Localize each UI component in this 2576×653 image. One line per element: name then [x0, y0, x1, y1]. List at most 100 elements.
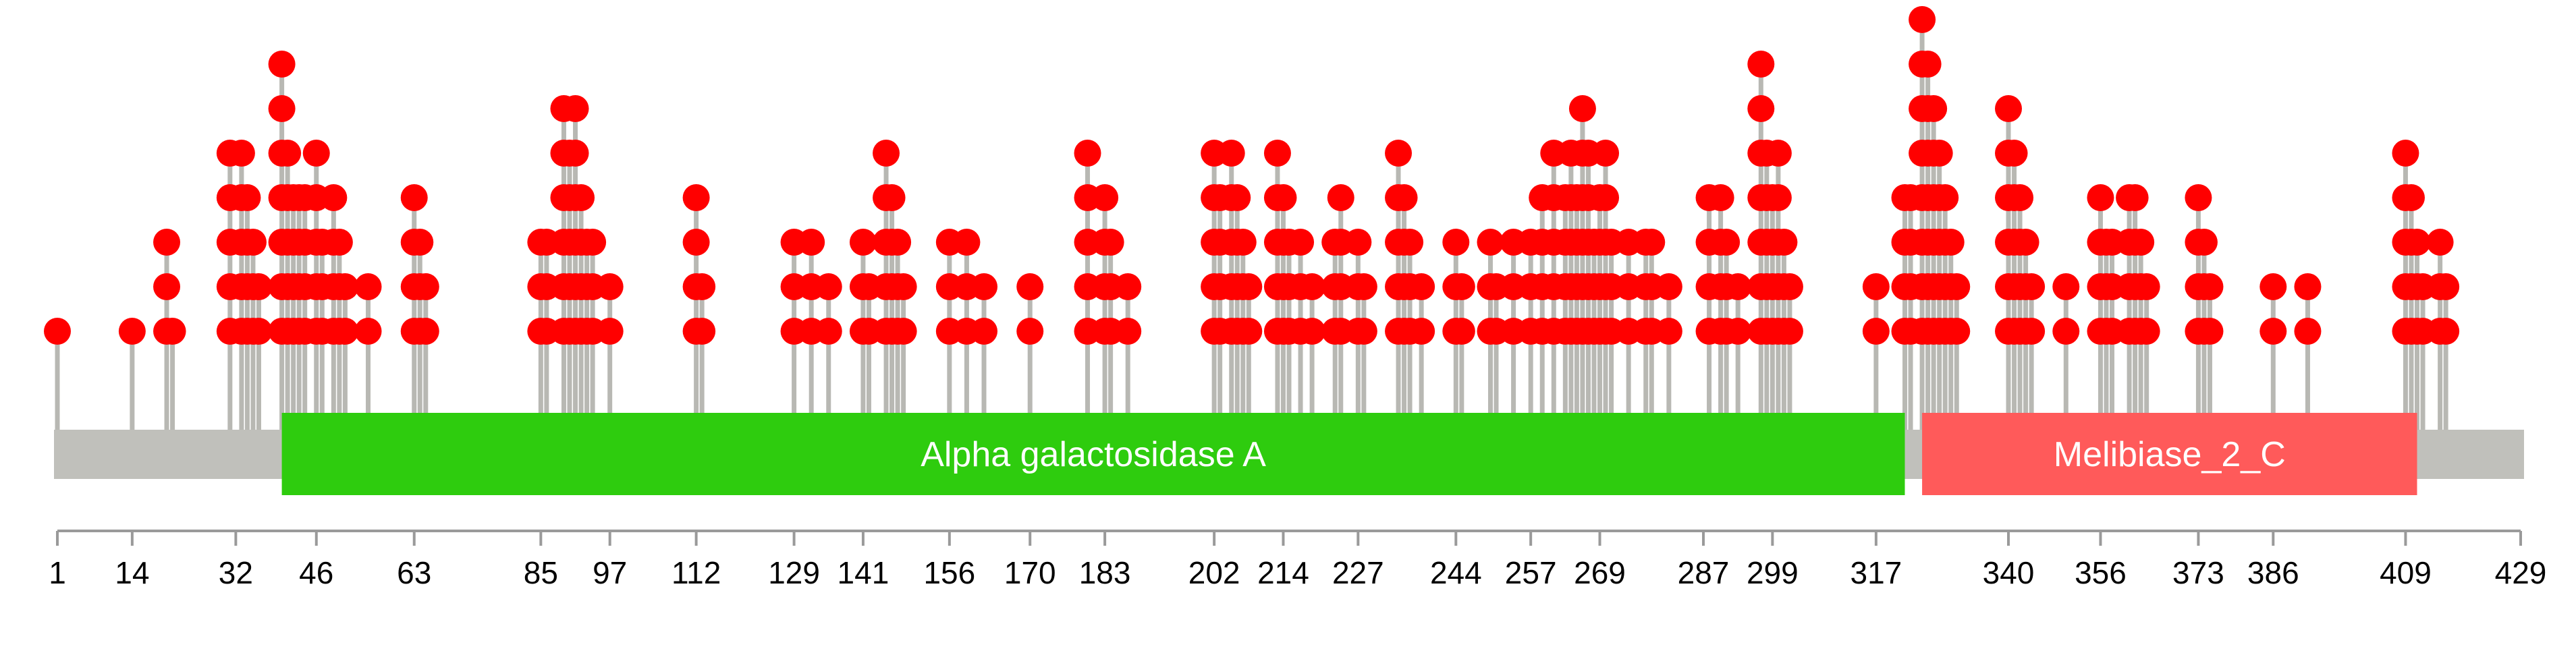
mutation-point[interactable] — [798, 229, 825, 256]
mutation-point[interactable] — [1408, 318, 1435, 345]
mutation-point[interactable] — [1931, 184, 1959, 211]
mutation-point[interactable] — [2432, 318, 2460, 345]
mutation-point[interactable] — [2432, 273, 2460, 300]
mutation-point[interactable] — [1269, 184, 1297, 211]
mutation-point[interactable] — [1655, 318, 1682, 345]
mutation-point[interactable] — [2018, 318, 2046, 345]
mutation-point[interactable] — [1298, 273, 1326, 300]
mutation-point[interactable] — [1408, 273, 1435, 300]
mutation-point[interactable] — [1764, 184, 1792, 211]
mutation-point[interactable] — [970, 273, 998, 300]
mutation-point[interactable] — [2196, 273, 2224, 300]
mutation-point[interactable] — [268, 51, 296, 78]
mutation-point[interactable] — [1396, 229, 1424, 256]
mutation-point[interactable] — [268, 95, 296, 122]
mutation-point[interactable] — [2403, 229, 2431, 256]
mutation-point[interactable] — [1350, 273, 1377, 300]
mutation-point[interactable] — [1344, 229, 1372, 256]
mutation-point[interactable] — [1655, 273, 1682, 300]
mutation-point[interactable] — [2133, 273, 2160, 300]
mutation-point[interactable] — [1862, 273, 1890, 300]
mutation-point[interactable] — [1724, 273, 1752, 300]
mutation-point[interactable] — [2190, 229, 2218, 256]
mutation-point[interactable] — [1707, 184, 1734, 211]
mutation-point[interactable] — [878, 184, 906, 211]
mutation-point[interactable] — [239, 229, 267, 256]
mutation-point[interactable] — [2006, 184, 2034, 211]
mutation-point[interactable] — [688, 273, 716, 300]
mutation-point[interactable] — [568, 184, 595, 211]
mutation-point[interactable] — [1263, 140, 1291, 167]
mutation-point[interactable] — [2294, 273, 2322, 300]
mutation-point[interactable] — [1229, 229, 1257, 256]
mutation-point[interactable] — [1235, 318, 1263, 345]
mutation-point[interactable] — [1770, 229, 1798, 256]
mutation-point[interactable] — [331, 273, 359, 300]
domain-bar[interactable] — [281, 413, 1905, 495]
mutation-point[interactable] — [1217, 140, 1245, 167]
mutation-point[interactable] — [682, 229, 710, 256]
mutation-point[interactable] — [1764, 140, 1792, 167]
mutation-point[interactable] — [412, 318, 439, 345]
mutation-point[interactable] — [1943, 318, 1971, 345]
mutation-point[interactable] — [1776, 273, 1803, 300]
mutation-point[interactable] — [1724, 318, 1752, 345]
mutation-point[interactable] — [2294, 318, 2322, 345]
mutation-point[interactable] — [412, 273, 439, 300]
mutation-point[interactable] — [1914, 51, 1942, 78]
mutation-point[interactable] — [153, 273, 181, 300]
mutation-point[interactable] — [1477, 229, 1504, 256]
mutation-point[interactable] — [1224, 184, 1251, 211]
mutation-point[interactable] — [682, 184, 710, 211]
mutation-point[interactable] — [1298, 318, 1326, 345]
mutation-point[interactable] — [1385, 140, 1413, 167]
mutation-point[interactable] — [354, 318, 382, 345]
mutation-point[interactable] — [2259, 318, 2287, 345]
mutation-point[interactable] — [245, 273, 273, 300]
mutation-point[interactable] — [1327, 184, 1354, 211]
mutation-point[interactable] — [2259, 273, 2287, 300]
mutation-point[interactable] — [153, 229, 181, 256]
mutation-point[interactable] — [561, 95, 589, 122]
mutation-point[interactable] — [849, 229, 877, 256]
mutation-point[interactable] — [1909, 6, 1936, 33]
mutation-point[interactable] — [1097, 229, 1124, 256]
mutation-point[interactable] — [400, 184, 428, 211]
mutation-point[interactable] — [245, 318, 273, 345]
mutation-point[interactable] — [1235, 273, 1263, 300]
mutation-point[interactable] — [1448, 273, 1475, 300]
mutation-point[interactable] — [2397, 184, 2425, 211]
mutation-point[interactable] — [1995, 95, 2023, 122]
mutation-point[interactable] — [1920, 95, 1948, 122]
mutation-point[interactable] — [1592, 184, 1620, 211]
mutation-point[interactable] — [1747, 51, 1775, 78]
mutation-point[interactable] — [1943, 273, 1971, 300]
mutation-point[interactable] — [688, 318, 716, 345]
mutation-point[interactable] — [889, 318, 917, 345]
mutation-point[interactable] — [1747, 95, 1775, 122]
mutation-point[interactable] — [873, 140, 900, 167]
mutation-point[interactable] — [1937, 229, 1965, 256]
mutation-point[interactable] — [227, 140, 255, 167]
mutation-point[interactable] — [2392, 140, 2419, 167]
mutation-point[interactable] — [2018, 273, 2046, 300]
mutation-point[interactable] — [596, 318, 624, 345]
mutation-point[interactable] — [1074, 140, 1101, 167]
mutation-point[interactable] — [325, 229, 353, 256]
mutation-point[interactable] — [1448, 318, 1475, 345]
mutation-point[interactable] — [2185, 184, 2212, 211]
mutation-point[interactable] — [815, 318, 842, 345]
mutation-point[interactable] — [970, 318, 998, 345]
mutation-point[interactable] — [1442, 229, 1470, 256]
mutation-point[interactable] — [953, 229, 981, 256]
mutation-point[interactable] — [2012, 229, 2039, 256]
mutation-point[interactable] — [2196, 318, 2224, 345]
mutation-point[interactable] — [889, 273, 917, 300]
mutation-point[interactable] — [354, 273, 382, 300]
mutation-point[interactable] — [1016, 273, 1044, 300]
mutation-point[interactable] — [234, 184, 261, 211]
mutation-point[interactable] — [2000, 140, 2028, 167]
mutation-point[interactable] — [2121, 184, 2149, 211]
mutation-point[interactable] — [1925, 140, 1953, 167]
mutation-point[interactable] — [2127, 229, 2155, 256]
